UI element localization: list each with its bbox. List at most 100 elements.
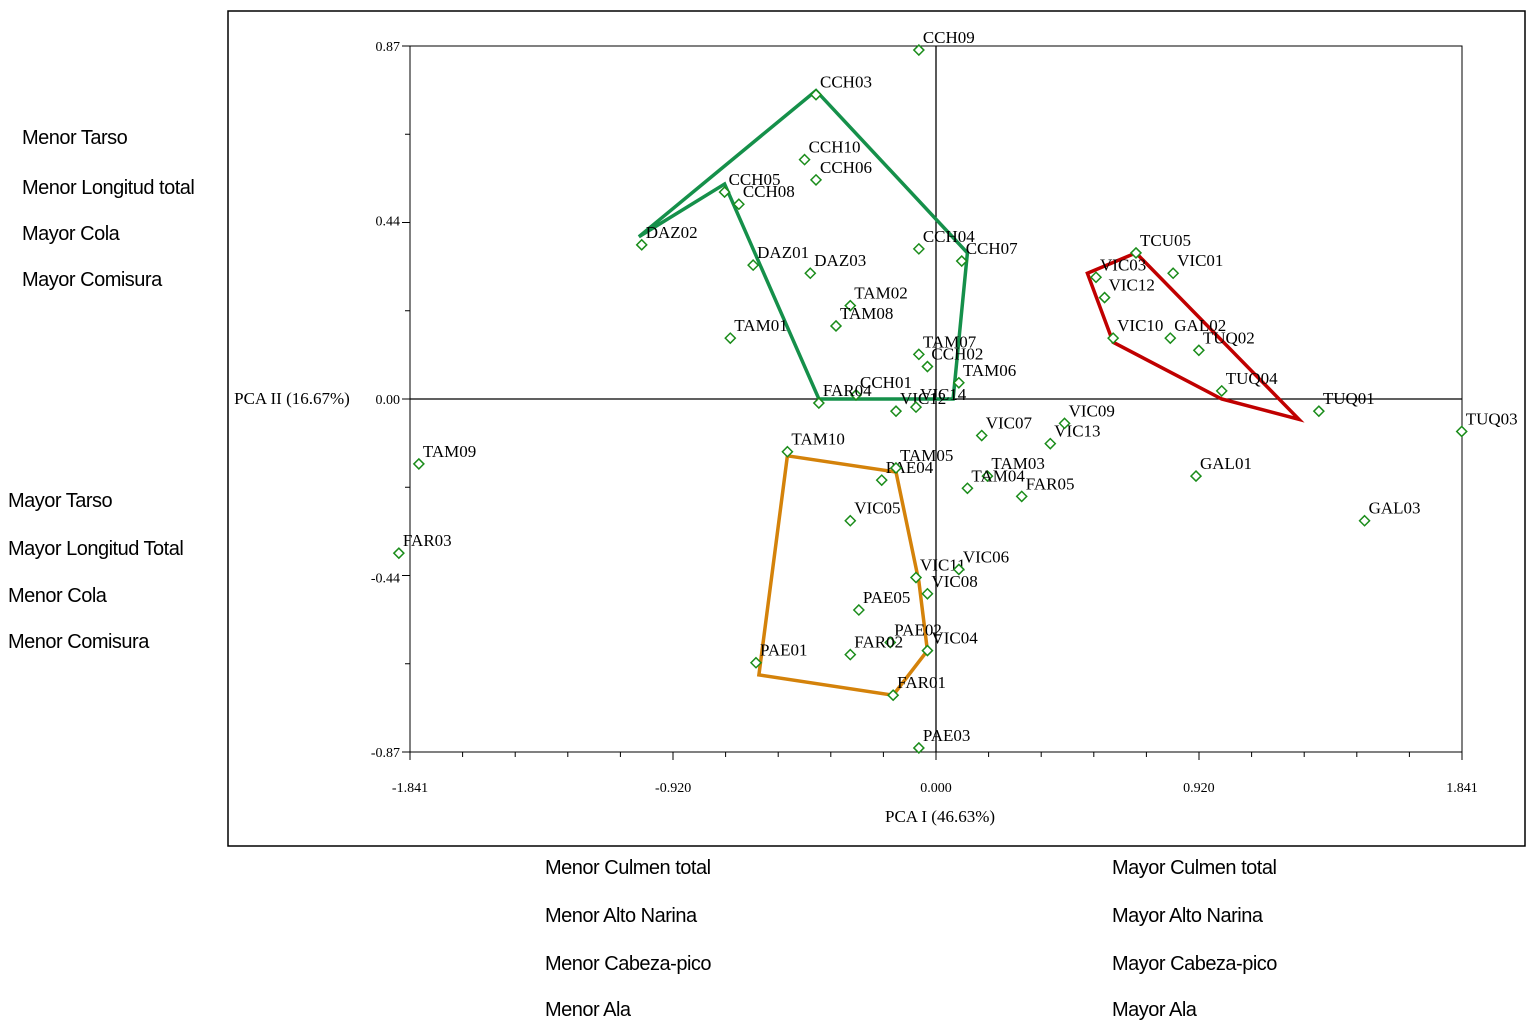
data-point-label: CCH08 xyxy=(743,182,795,201)
data-point-marker xyxy=(909,571,923,584)
data-point-label: CCH09 xyxy=(923,28,975,47)
x-tick-label: 0.000 xyxy=(920,781,952,796)
data-point-label: TAM06 xyxy=(963,361,1016,380)
data-point-marker xyxy=(844,648,857,661)
data-point-label: FAR05 xyxy=(1026,474,1075,493)
data-point-marker xyxy=(887,689,900,702)
data-point-marker xyxy=(912,348,925,361)
data-point-marker xyxy=(889,461,903,475)
data-point-marker xyxy=(1015,490,1028,503)
data-point-label: TAM01 xyxy=(734,316,787,335)
data-point-label: CCH04 xyxy=(923,227,975,246)
data-point-marker xyxy=(804,267,817,280)
bottom-right-label: Mayor Alto Narina xyxy=(1112,905,1263,927)
data-point-marker xyxy=(912,43,925,57)
data-point-marker xyxy=(1107,332,1120,345)
data-point-label: TUQ03 xyxy=(1466,409,1518,428)
bottom-right-label: Mayor Culmen total xyxy=(1112,857,1277,879)
left-top-label: Menor Tarso xyxy=(22,127,128,149)
data-point-marker xyxy=(975,429,988,442)
data-point-marker xyxy=(921,587,934,600)
data-point-label: VIC14 xyxy=(920,385,967,404)
data-point-label: VIC04 xyxy=(931,629,978,648)
left-bottom-label: Menor Cola xyxy=(8,585,107,607)
data-point-label: TAM09 xyxy=(423,442,476,461)
data-point-label: CCH01 xyxy=(860,373,912,392)
left-top-label: Mayor Cola xyxy=(22,223,120,245)
data-point-marker xyxy=(844,299,857,312)
left-bottom-label: Mayor Longitud Total xyxy=(8,538,184,560)
data-point-marker xyxy=(1098,291,1111,304)
data-point-marker xyxy=(1189,470,1203,483)
data-point-marker xyxy=(749,656,763,669)
data-point-label: PAE02 xyxy=(894,620,942,639)
x-tick-label: -0.920 xyxy=(655,781,691,796)
data-point-label: VIC07 xyxy=(986,414,1033,433)
data-point-label: TAM04 xyxy=(971,466,1025,485)
data-point-marker xyxy=(981,470,994,483)
data-point-label: GAL02 xyxy=(1174,316,1226,335)
data-point-marker xyxy=(747,259,760,272)
data-point-label: TAM08 xyxy=(840,304,893,323)
data-point-marker xyxy=(1358,514,1371,527)
data-point-label: CCH06 xyxy=(820,158,872,177)
data-point-label: CCH10 xyxy=(809,138,861,157)
bottom-right-label: Mayor Cabeza-pico xyxy=(1112,953,1277,975)
data-point-label: PAE01 xyxy=(760,641,808,660)
bottom-left-label: Menor Cabeza-pico xyxy=(545,953,712,975)
left-top-label: Menor Longitud total xyxy=(22,177,195,199)
data-point-marker xyxy=(952,376,965,389)
data-point-marker xyxy=(875,474,888,487)
group-polygon xyxy=(1085,250,1305,423)
data-point-marker xyxy=(921,644,934,657)
data-point-marker xyxy=(392,547,405,560)
data-point-marker xyxy=(889,405,903,418)
x-tick-label: 1.841 xyxy=(1446,781,1478,796)
data-point-marker xyxy=(1455,425,1468,438)
data-point-marker xyxy=(884,636,897,649)
data-point-marker xyxy=(1312,405,1325,418)
data-point-marker xyxy=(952,563,965,576)
data-point-label: DAZ02 xyxy=(646,223,698,242)
data-point-marker xyxy=(852,603,865,617)
data-point-marker xyxy=(844,514,857,527)
data-point-label: DAZ03 xyxy=(814,251,866,270)
data-point-marker xyxy=(781,445,794,458)
data-point-marker xyxy=(1167,267,1180,280)
x-axis-title: PCA I (46.63%) xyxy=(885,807,995,826)
data-point-label: VIC08 xyxy=(931,572,977,591)
data-point-marker xyxy=(921,360,934,373)
x-tick-label: -1.841 xyxy=(392,781,428,796)
data-point-label: TUQ01 xyxy=(1323,389,1375,408)
data-point-label: VIC01 xyxy=(1177,251,1223,270)
data-point-marker xyxy=(1164,332,1177,345)
data-point-label: CCH02 xyxy=(931,345,983,364)
data-point-label: TUQ04 xyxy=(1226,369,1278,388)
y-tick-label: -0.44 xyxy=(371,572,400,587)
data-point-label: VIC09 xyxy=(1069,401,1115,420)
y-tick-label: 0.44 xyxy=(376,214,401,229)
data-point-label: FAR01 xyxy=(897,673,946,692)
data-point-label: VIC12 xyxy=(1109,276,1155,295)
data-point-marker xyxy=(961,482,974,495)
axes-layer: -1.841 -0.920 0.000 0.920 1.841 0.87 0.44 0.00 -… xyxy=(371,40,1478,796)
data-point-label: FAR02 xyxy=(854,633,903,652)
data-point-label: CCH05 xyxy=(729,170,781,189)
chart-frame xyxy=(227,10,1526,847)
data-point-marker xyxy=(1129,246,1143,259)
data-point-marker xyxy=(809,88,823,101)
data-point-label: PAE03 xyxy=(923,726,971,745)
data-point-label: PAE04 xyxy=(886,458,934,477)
data-point-marker xyxy=(635,238,648,251)
x-tick-label: 0.920 xyxy=(1183,781,1215,796)
data-point-marker xyxy=(724,332,737,345)
data-point-marker xyxy=(1089,271,1103,284)
data-point-marker xyxy=(829,319,843,333)
y-axis-title: PCA II (16.67%) xyxy=(234,389,350,408)
data-point-label: DAZ01 xyxy=(757,243,809,262)
data-point-label: VIC06 xyxy=(963,547,1009,566)
data-point-marker xyxy=(849,388,863,402)
data-point-marker xyxy=(1058,417,1071,430)
data-point-label: VIC12 xyxy=(900,389,946,408)
